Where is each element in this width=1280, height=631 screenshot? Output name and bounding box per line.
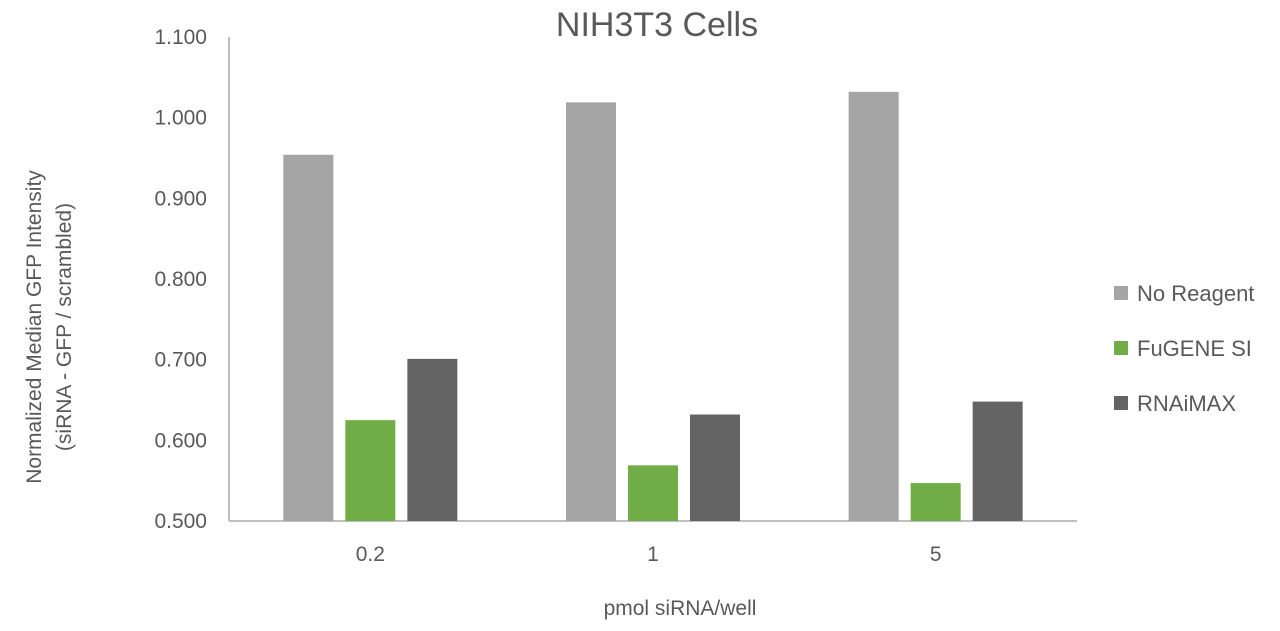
legend-label: No Reagent <box>1137 281 1254 306</box>
bar-fugene-si-5 <box>910 483 961 521</box>
bar-rnaimax-5 <box>972 401 1023 521</box>
x-axis-categories: 0.2 1 5 <box>356 543 942 566</box>
x-category-label: 5 <box>930 543 942 566</box>
y-tick-label: 0.600 <box>154 429 207 452</box>
bar-rnaimax-1 <box>690 414 740 521</box>
y-tick-label: 0.900 <box>154 187 207 210</box>
y-tick-label: 0.500 <box>154 510 207 533</box>
legend-swatch <box>1114 286 1128 300</box>
legend-label: RNAiMAX <box>1137 391 1236 416</box>
bar-fugene-si-0.2 <box>345 420 396 521</box>
legend-swatch <box>1114 341 1128 355</box>
y-tick-label: 1.100 <box>154 26 207 49</box>
bar-rnaimax-0.2 <box>407 358 458 521</box>
legend: No Reagent FuGENE SI RNAiMAX <box>1114 281 1254 416</box>
chart-title: NIH3T3 Cells <box>556 6 758 44</box>
x-axis-label: pmol siRNA/well <box>604 597 757 620</box>
y-tick-label: 0.700 <box>154 349 207 372</box>
legend-label: FuGENE SI <box>1137 336 1252 361</box>
bar-no-reagent-1 <box>566 102 616 521</box>
y-axis-label-line-2: (siRNA - GFP / scrambled) <box>53 203 76 451</box>
y-axis-ticks: 0.500 0.600 0.700 0.800 0.900 1.000 1.100 <box>154 26 207 533</box>
bar-fugene-si-1 <box>628 465 678 521</box>
bar-no-reagent-5 <box>848 91 899 521</box>
y-tick-label: 0.800 <box>154 268 207 291</box>
bar-no-reagent-0.2 <box>283 154 334 522</box>
y-tick-label: 1.000 <box>154 107 207 130</box>
y-axis-label: Normalized Median GFP Intensity (siRNA -… <box>23 170 76 484</box>
x-category-label: 1 <box>647 543 659 566</box>
x-category-label: 0.2 <box>356 543 385 566</box>
y-axis-label-line-1: Normalized Median GFP Intensity <box>23 170 46 484</box>
legend-swatch <box>1114 396 1128 410</box>
bars <box>283 91 1023 522</box>
